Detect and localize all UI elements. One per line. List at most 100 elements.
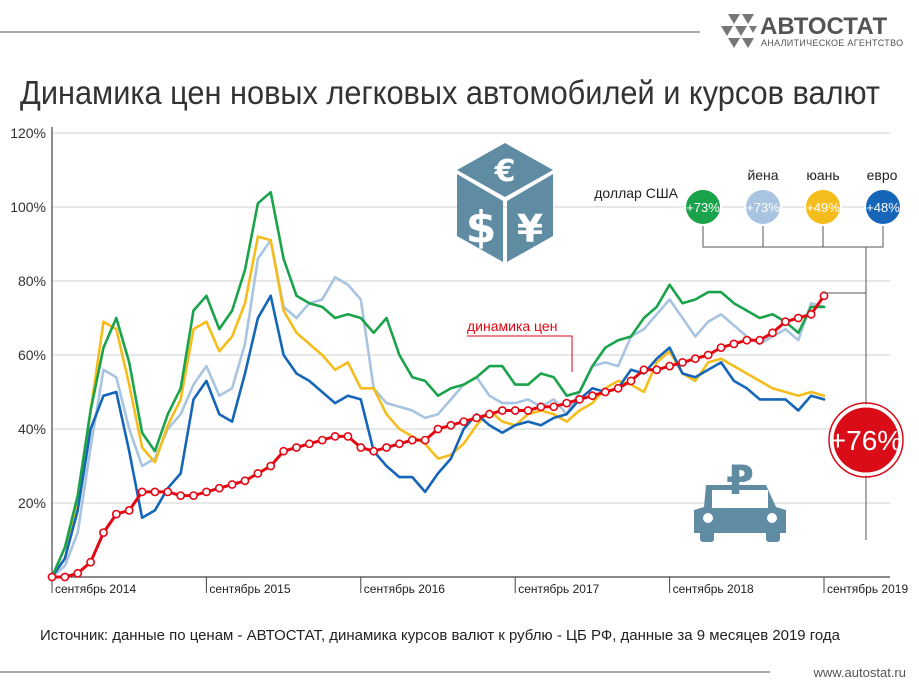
chart-title: Динамика цен новых легковых автомобилей … [20, 74, 880, 111]
price-point [510, 406, 520, 415]
series-line-cny [50, 235, 826, 579]
svg-text:₽: ₽ [726, 458, 754, 504]
price-point [304, 439, 314, 449]
currency-cube-icon: € $ ¥ [457, 143, 553, 262]
legend-badge-cny [804, 188, 842, 226]
price-point [729, 339, 739, 349]
price-point [150, 487, 160, 497]
logo-mark-icon [721, 14, 757, 48]
legend-label-usd: доллар США [594, 185, 678, 201]
price-total-badge: +76% [828, 402, 904, 478]
price-point [485, 409, 494, 419]
legend-badge-eur [864, 188, 902, 226]
price-point [819, 291, 829, 301]
price-point [626, 376, 636, 386]
price-point [562, 398, 572, 408]
legend-label-eur: евро [867, 167, 898, 183]
x-tick-label: сентябрь 2017 [518, 582, 599, 596]
price-point [523, 406, 533, 415]
price-point [536, 402, 546, 412]
legend-badge-jpy [744, 188, 782, 226]
price-label-leader [467, 335, 573, 372]
x-tick-label: сентябрь 2019 [827, 582, 908, 596]
source-note: Источник: данные по ценам - АВТОСТАТ, ди… [40, 627, 841, 644]
price-point [665, 361, 674, 371]
price-point [575, 394, 584, 404]
y-tick-label: 120% [10, 125, 46, 141]
legend: доллар США йена юань евро +73% +73% +49%… [594, 167, 902, 540]
price-point [459, 417, 469, 426]
svg-text:¥: ¥ [517, 207, 543, 251]
price-point [781, 317, 790, 327]
price-point [369, 446, 379, 456]
price-point [279, 446, 288, 456]
y-tick-label: 100% [10, 199, 46, 215]
brand-tagline: АНАЛИТИЧЕСКОЕ АГЕНТСТВО [761, 38, 903, 48]
price-point [201, 487, 211, 497]
brand-name: АВТОСТАТ [760, 13, 888, 40]
price-point [330, 431, 340, 441]
price-point [227, 480, 237, 489]
price-point [433, 424, 443, 434]
price-point [446, 420, 456, 430]
legend-value-cny: +49% [806, 200, 840, 215]
price-point [73, 568, 83, 578]
price-point [703, 350, 713, 360]
price-point [472, 413, 481, 423]
price-point [613, 383, 623, 393]
price-point [60, 572, 70, 582]
price-point [793, 313, 803, 323]
price-point [600, 387, 610, 397]
y-tick-label: 60% [18, 347, 46, 363]
svg-text:€: € [494, 154, 516, 189]
price-point [176, 491, 186, 500]
x-tick-label: сентябрь 2016 [364, 582, 445, 596]
price-point [317, 435, 327, 445]
legend-bracket [702, 226, 884, 540]
y-tick-label: 20% [18, 495, 46, 511]
car-ruble-icon: ₽ [694, 458, 786, 542]
price-point [163, 487, 173, 497]
price-point [124, 505, 134, 515]
price-point [742, 335, 752, 345]
price-point [137, 487, 147, 497]
price-point [652, 365, 662, 375]
legend-value-eur: +48% [866, 200, 900, 215]
price-point [266, 461, 276, 471]
price-point [497, 406, 507, 415]
price-point [240, 476, 250, 486]
price-point [407, 435, 417, 445]
logo: АВТОСТАТ АНАЛИТИЧЕСКОЕ АГЕНТСТВО [721, 13, 903, 48]
svg-text:$: $ [466, 202, 497, 253]
x-axis-ticks: сентябрь 2014 сентябрь 2015 сентябрь 2016 с… [51, 577, 908, 596]
series-line-jpy [50, 239, 826, 579]
price-point [549, 402, 559, 412]
price-point [690, 354, 700, 364]
price-point [639, 365, 649, 375]
legend-label-cny: юань [806, 167, 839, 183]
x-tick-label: сентябрь 2015 [209, 582, 290, 596]
price-point [678, 357, 687, 367]
price-point [292, 443, 301, 452]
legend-value-jpy: +73% [746, 200, 780, 215]
price-point [86, 557, 95, 567]
price-point [111, 509, 121, 519]
x-tick-label: сентябрь 2018 [673, 582, 754, 596]
price-point [343, 431, 353, 441]
legend-badge-usd [684, 188, 722, 226]
price-point [99, 528, 108, 537]
price-point [806, 309, 816, 319]
price-point [47, 572, 57, 582]
price-point [755, 335, 765, 345]
price-total-value: +76% [830, 425, 902, 456]
legend-label-jpy: йена [747, 167, 778, 183]
x-tick-label: сентябрь 2014 [55, 582, 136, 596]
y-tick-label: 40% [18, 421, 46, 437]
price-point [214, 483, 224, 493]
series-line-usd [50, 190, 826, 579]
price-markers [47, 291, 829, 582]
legend-value-usd: +73% [686, 200, 720, 215]
series-line-eur [50, 294, 826, 579]
price-point [189, 491, 198, 500]
